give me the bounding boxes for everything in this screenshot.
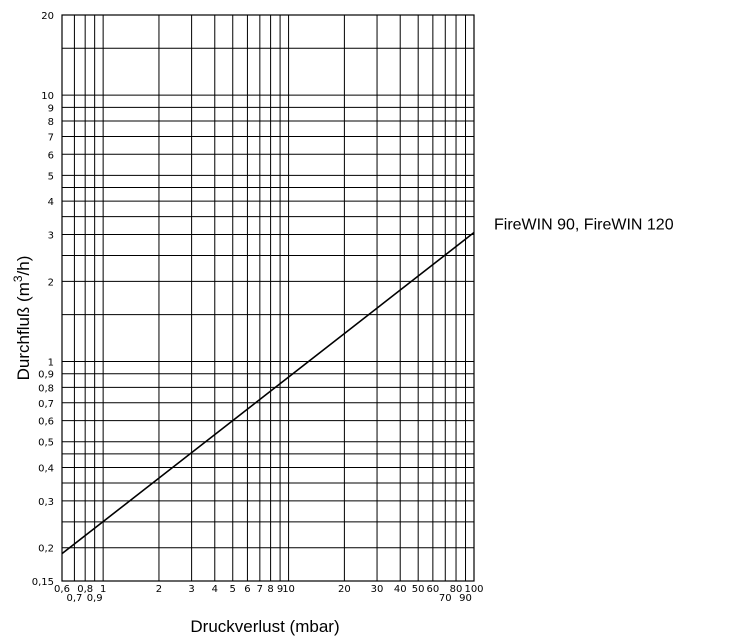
y-axis-title: Durchfluß (m3/h) [11, 256, 33, 381]
x-tick-label: 2 [156, 584, 162, 595]
y-tick-label: 0,4 [38, 464, 54, 475]
y-tick-labels: 0,15 0,2 0,3 0,4 0,5 0,6 0,7 0,8 0,91 2 3 4 5 6 7 8 910 2… [32, 11, 54, 588]
y-axis-title-tail: /h) [14, 256, 33, 276]
x-gridlines [61, 15, 475, 581]
x-tick-label: 30 [371, 584, 384, 595]
series-label: FireWIN 90, FireWIN 120 [494, 217, 674, 234]
y-tick-label: 0,8 [38, 383, 54, 394]
x-tick-label: 0,6 [54, 584, 70, 595]
x-tick-label: 1 [100, 584, 106, 595]
x-tick-label: 3 [188, 584, 194, 595]
y-tick-label: 7 [48, 132, 54, 143]
x-tick-label: 20 [338, 584, 351, 595]
y-gridlines [62, 14, 474, 582]
y-tick-label: 0,6 [38, 417, 54, 428]
y-tick-label: 0,9 [38, 370, 54, 381]
y-tick-label: 1 [48, 358, 54, 369]
y-tick-label: 5 [48, 171, 54, 182]
y-axis-title-sup: 3 [11, 275, 25, 282]
x-tick-label: 0,7 [66, 593, 82, 604]
x-tick-label: 40 [394, 584, 407, 595]
y-tick-label: 4 [48, 197, 54, 208]
y-tick-label: 0,3 [38, 497, 54, 508]
y-axis-title-main: Durchfluß (m [14, 282, 33, 380]
y-tick-label: 0,7 [38, 399, 54, 410]
y-tick-label: 0,2 [38, 544, 54, 555]
y-tick-label: 3 [48, 230, 54, 241]
plot-frame [61, 14, 475, 582]
x-tick-label: 5 [230, 584, 236, 595]
y-tick-label: 0,15 [32, 577, 54, 588]
x-tick-label: 60 [426, 584, 439, 595]
x-tick-label: 90 [459, 593, 472, 604]
y-tick-label: 10 [41, 91, 54, 102]
x-tick-label: 0,9 [87, 593, 103, 604]
x-tick-label: 0,8 [77, 584, 93, 595]
x-tick-label: 100 [464, 584, 483, 595]
x-tick-labels: 0,60,70,80,91 2 3 4 5 6 7 8 910 20 30 40 50 607080901… [54, 584, 484, 604]
y-tick-label: 2 [48, 277, 54, 288]
y-tick-label: 0,5 [38, 438, 54, 449]
y-tick-label: 20 [41, 11, 54, 22]
x-tick-label: 6 [244, 584, 250, 595]
y-tick-label: 8 [48, 117, 54, 128]
x-tick-label: 4 [212, 584, 218, 595]
y-tick-label: 6 [48, 150, 54, 161]
x-tick-label: 50 [412, 584, 425, 595]
x-tick-label: 10 [282, 584, 295, 595]
x-tick-label: 80 [450, 584, 463, 595]
y-tick-label: 9 [48, 103, 54, 114]
series-line [61, 231, 475, 555]
series-layer: FireWIN 90, FireWIN 120 [61, 217, 674, 555]
x-axis-title: Druckverlust (mbar) [190, 617, 339, 636]
x-tick-label: 9 [277, 584, 283, 595]
x-tick-label: 8 [267, 584, 273, 595]
x-tick-label: 70 [439, 593, 452, 604]
x-tick-label: 7 [257, 584, 263, 595]
